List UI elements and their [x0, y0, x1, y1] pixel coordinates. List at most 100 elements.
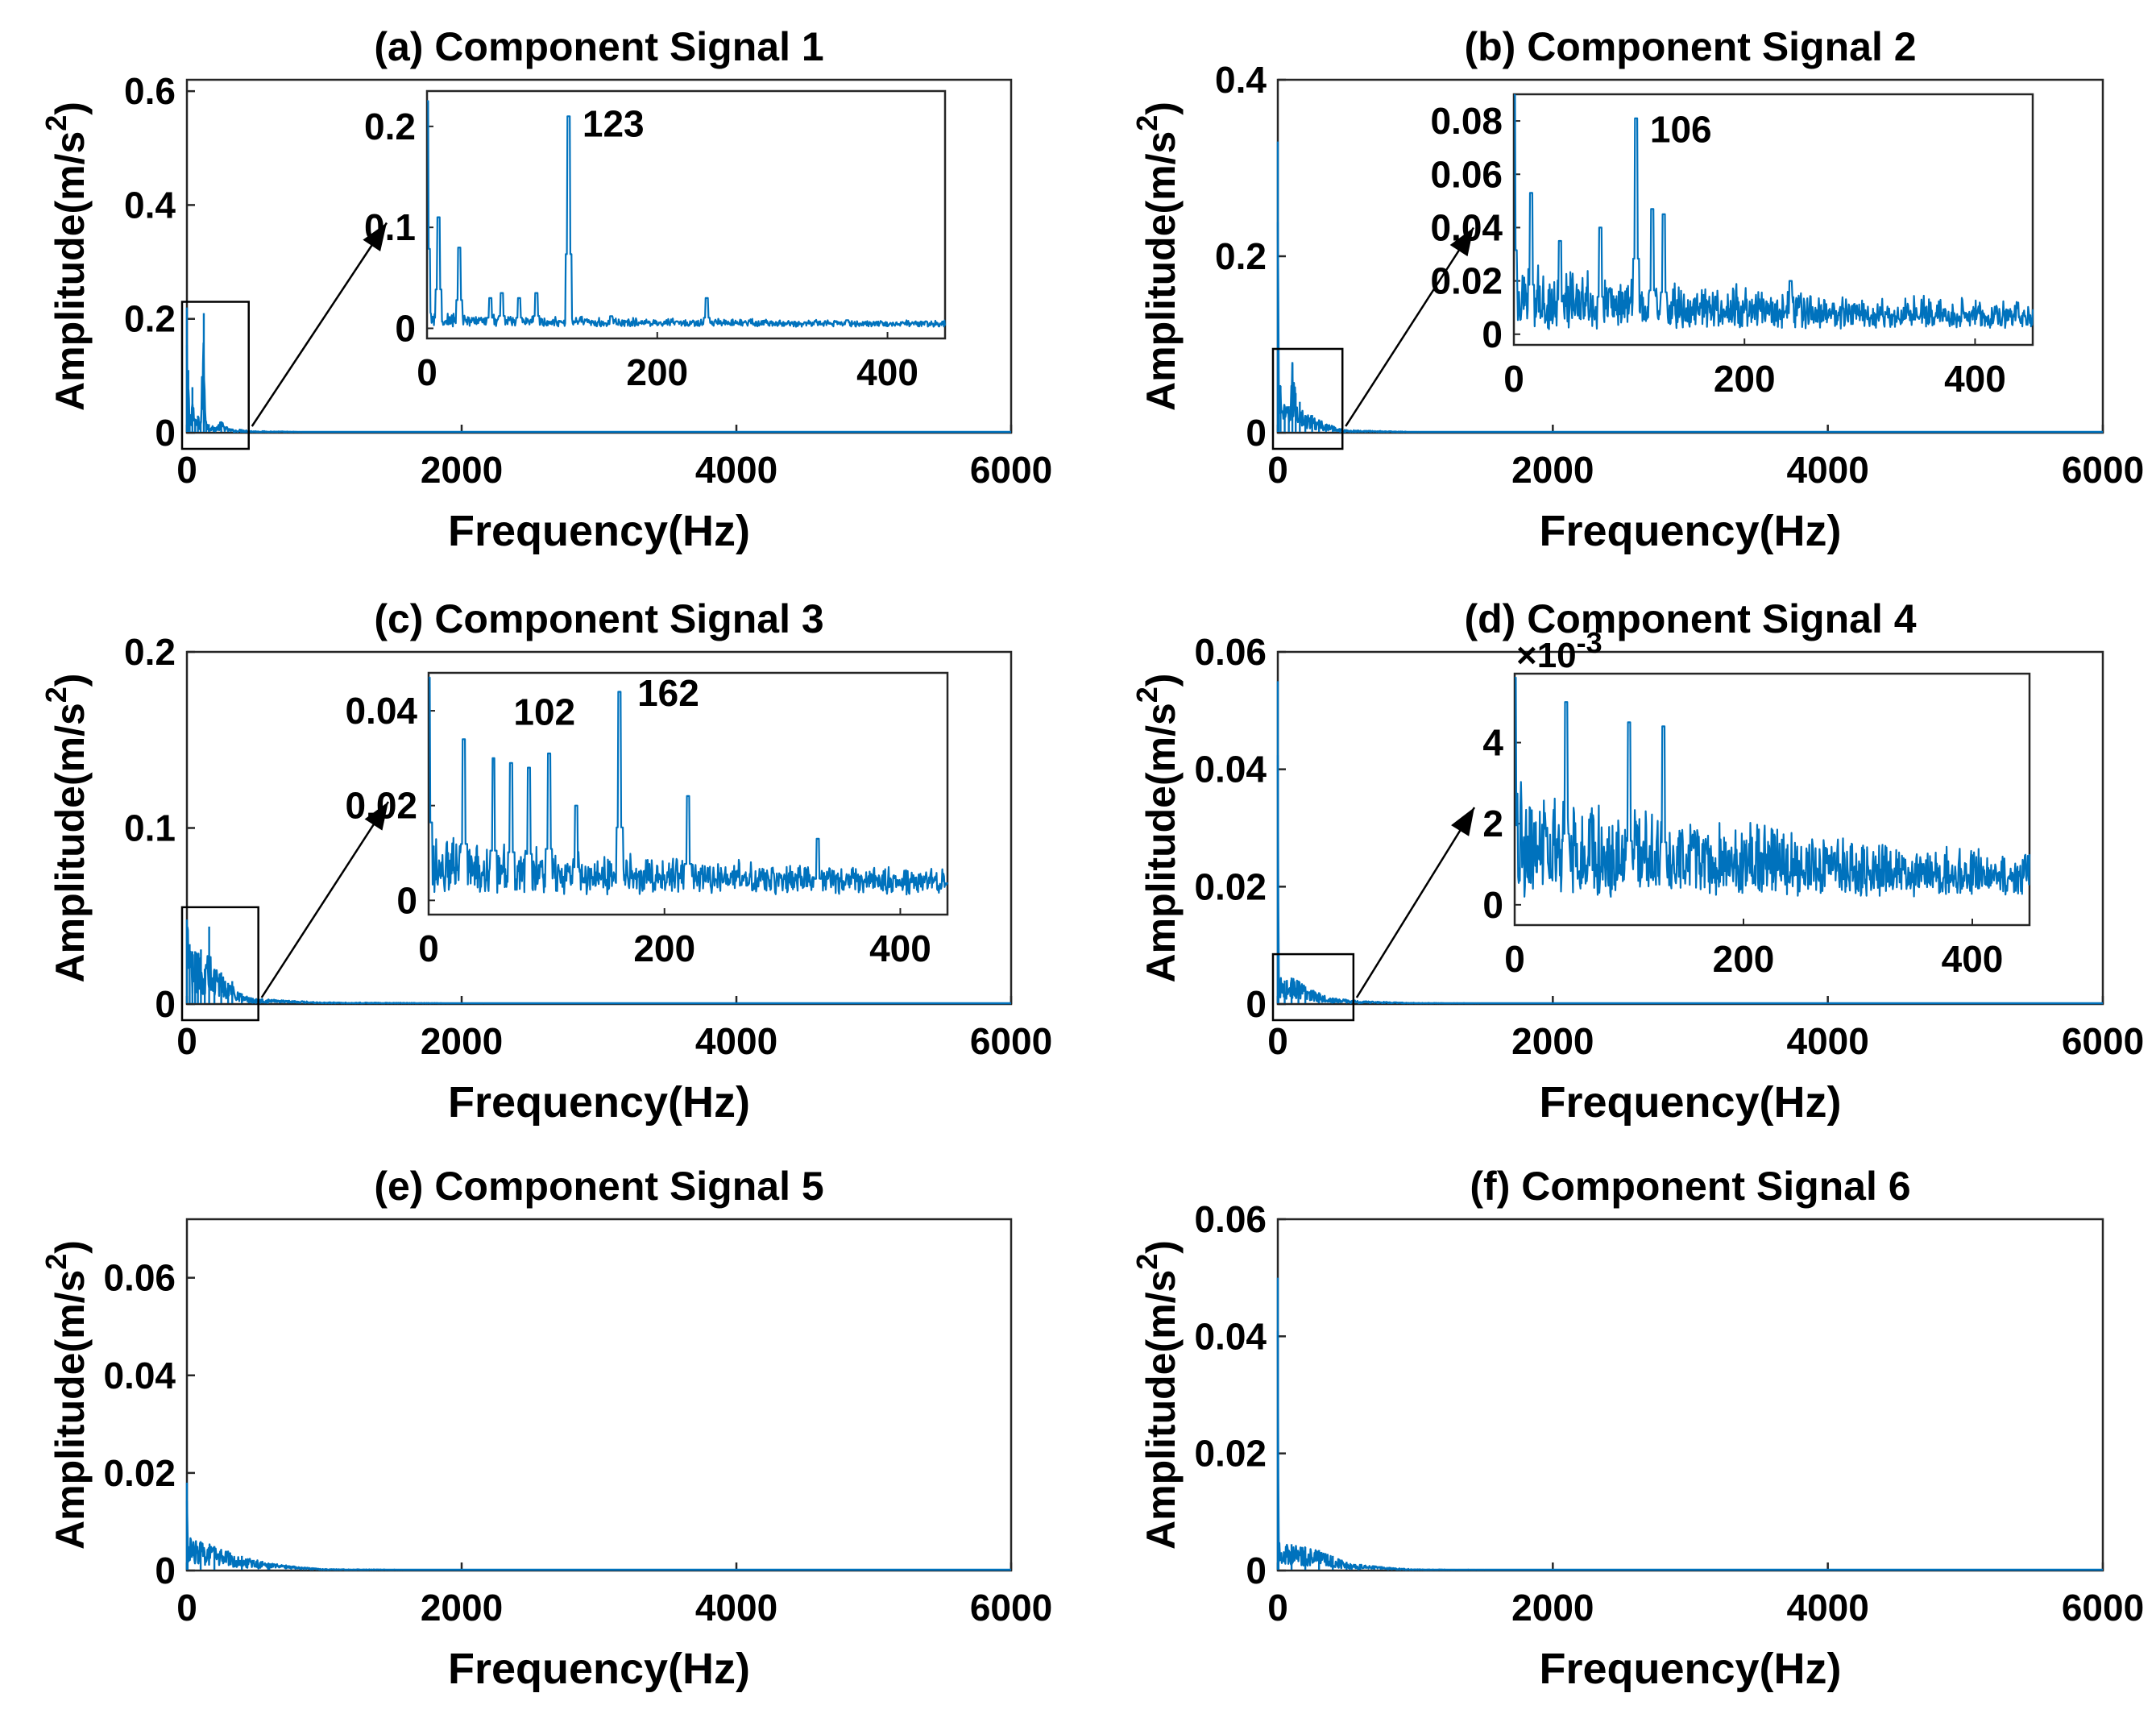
y-tick-label-b: 0.2 — [1215, 235, 1267, 277]
svg-text:Amplitude(m/s2): Amplitude(m/s2) — [1130, 1240, 1184, 1550]
series-line-c — [185, 926, 1012, 1005]
y-tick-label-a: 0 — [155, 412, 176, 454]
axes-frame-f — [1276, 1218, 2104, 1572]
y-axis-label-e: Amplitude(m/s2) — [39, 1240, 93, 1550]
inset-x-tick-label-a: 400 — [856, 351, 918, 393]
y-tick-label-d: 0.06 — [1194, 631, 1267, 673]
series-line-f — [1276, 1330, 2104, 1571]
inset-x-tick-label-d: 0 — [1504, 938, 1525, 980]
x-tick-label-c: 2000 — [421, 1020, 503, 1062]
series-line-d — [1276, 755, 2104, 1005]
svg-text:Amplitude(m/s2): Amplitude(m/s2) — [1130, 102, 1184, 411]
inset-x-tick-label-b: 200 — [1714, 358, 1776, 400]
series-line-e — [185, 1500, 1012, 1571]
x-tick-label-b: 4000 — [1786, 449, 1868, 491]
x-tick-label-d: 6000 — [2062, 1020, 2144, 1062]
title-f: (f) Component Signal 6 — [1470, 1164, 1910, 1209]
x-axis-label-a: Frequency(Hz) — [448, 507, 750, 555]
zoom-box-c — [180, 906, 259, 1022]
inset-y-tick-label-c: 0.02 — [345, 785, 417, 827]
y-tick-label-f: 0.04 — [1194, 1315, 1267, 1357]
inset-y-tick-label-b: 0.02 — [1430, 260, 1503, 302]
zoom-arrowhead-b — [1449, 227, 1474, 257]
panel-c: (c) Component Signal 30 2000 4000 600000.10… — [124, 596, 1052, 1127]
x-tick-label-c: 6000 — [970, 1020, 1052, 1062]
zoom-arrowhead-d — [1451, 807, 1474, 836]
axes-frame-e — [185, 1218, 1013, 1572]
peak-annotation-c: 162 — [637, 672, 699, 714]
zoom-arrowhead-c — [364, 802, 388, 831]
zoom-arrow-c — [260, 801, 390, 998]
y-tick-label-d: 0 — [1246, 983, 1267, 1025]
zoom-arrowhead-a — [363, 222, 387, 252]
title-e: (e) Component Signal 5 — [374, 1164, 823, 1209]
inset-y-tick-label-d: 0 — [1482, 884, 1503, 926]
inset-exponent-d: ×10-3 — [1516, 626, 1602, 675]
inset-frame-a — [425, 89, 947, 340]
inset-y-tick-label-b: 0 — [1482, 313, 1503, 355]
x-tick-label-b: 0 — [1267, 449, 1288, 491]
series-line-a — [185, 342, 1012, 434]
x-axis-label-f: Frequency(Hz) — [1539, 1645, 1841, 1693]
x-axis-label-c: Frequency(Hz) — [448, 1078, 750, 1127]
y-tick-label-e: 0 — [155, 1550, 176, 1591]
y-tick-label-a: 0.6 — [124, 70, 176, 112]
panel-e: (e) Component Signal 5 0 2000 4000 6000 0 0.02… — [103, 1164, 1052, 1693]
x-tick-label-c: 4000 — [695, 1020, 777, 1062]
title-d: (d) Component Signal 4 — [1464, 596, 1916, 641]
x-tick-label-d: 4000 — [1786, 1020, 1868, 1062]
x-tick-label-c: 0 — [176, 1020, 197, 1062]
x-tick-label-f: 4000 — [1786, 1587, 1868, 1629]
x-tick-label-d: 2000 — [1511, 1020, 1594, 1062]
x-tick-label-f: 6000 — [2062, 1587, 2144, 1629]
svg-text:Amplitude(m/s2): Amplitude(m/s2) — [39, 674, 93, 983]
inset-y-tick-label-c: 0 — [396, 879, 417, 921]
inset-series-line-c — [428, 676, 949, 896]
y-tick-label-f: 0.02 — [1194, 1433, 1267, 1475]
x-tick-label-d: 0 — [1267, 1020, 1288, 1062]
title-a: (a) Component Signal 1 — [374, 24, 823, 69]
y-tick-label-a: 0.2 — [124, 298, 176, 340]
zoom-arrow-a — [251, 222, 388, 427]
peak-annotation-b: 106 — [1650, 109, 1712, 151]
y-axis-label-f: Amplitude(m/s2) — [1130, 1240, 1184, 1550]
peak-annotation-c: 102 — [513, 691, 575, 733]
x-tick-label-f: 0 — [1267, 1587, 1288, 1629]
panel-f: (f) Component Signal 6 0 2000 4000 6000 0 0.02… — [1194, 1164, 2144, 1693]
y-tick-label-c: 0 — [155, 983, 176, 1025]
inset-y-tick-label-b: 0.08 — [1430, 100, 1503, 142]
inset-x-tick-label-c: 0 — [418, 927, 439, 969]
zoom-box-b — [1271, 347, 1344, 450]
x-tick-label-e: 4000 — [695, 1587, 777, 1629]
inset-y-tick-label-a: 0.2 — [364, 106, 416, 147]
panel-b: (b) Component Signal 20 2000 4000 600000.20… — [1215, 24, 2144, 555]
y-tick-label-d: 0.02 — [1194, 865, 1267, 907]
x-tick-label-e: 0 — [176, 1587, 197, 1629]
svg-text:Amplitude(m/s2): Amplitude(m/s2) — [39, 102, 93, 411]
y-tick-label-f: 0 — [1246, 1550, 1267, 1591]
inset-y-tick-label-b: 0.04 — [1430, 206, 1503, 248]
x-tick-label-e: 2000 — [421, 1587, 503, 1629]
inset-series-line-a — [426, 100, 947, 328]
y-axis-label-c: Amplitude(m/s2) — [39, 674, 93, 983]
inset-x-tick-label-a: 0 — [417, 351, 437, 393]
x-tick-label-f: 2000 — [1511, 1587, 1594, 1629]
inset-series-line-d — [1514, 676, 2031, 898]
y-tick-label-c: 0.2 — [124, 631, 176, 673]
zoom-box-a — [180, 301, 250, 450]
svg-text:Amplitude(m/s2): Amplitude(m/s2) — [39, 1240, 93, 1550]
y-tick-label-d: 0.04 — [1194, 749, 1267, 791]
inset-x-tick-label-c: 200 — [633, 927, 695, 969]
panel-a: (a) Component Signal 10 2000 4000 600000.20… — [124, 24, 1052, 555]
x-tick-label-b: 6000 — [2062, 449, 2144, 491]
x-tick-label-a: 6000 — [970, 449, 1052, 491]
series-line-b — [1276, 222, 2104, 434]
x-tick-label-a: 4000 — [695, 449, 777, 491]
title-b: (b) Component Signal 2 — [1464, 24, 1916, 69]
zoom-arrow-b — [1345, 226, 1475, 427]
y-tick-label-e: 0.06 — [103, 1257, 176, 1299]
y-tick-label-f: 0.06 — [1194, 1198, 1267, 1240]
inset-y-tick-label-d: 4 — [1482, 722, 1503, 764]
inset-x-tick-label-d: 400 — [1942, 938, 2004, 980]
